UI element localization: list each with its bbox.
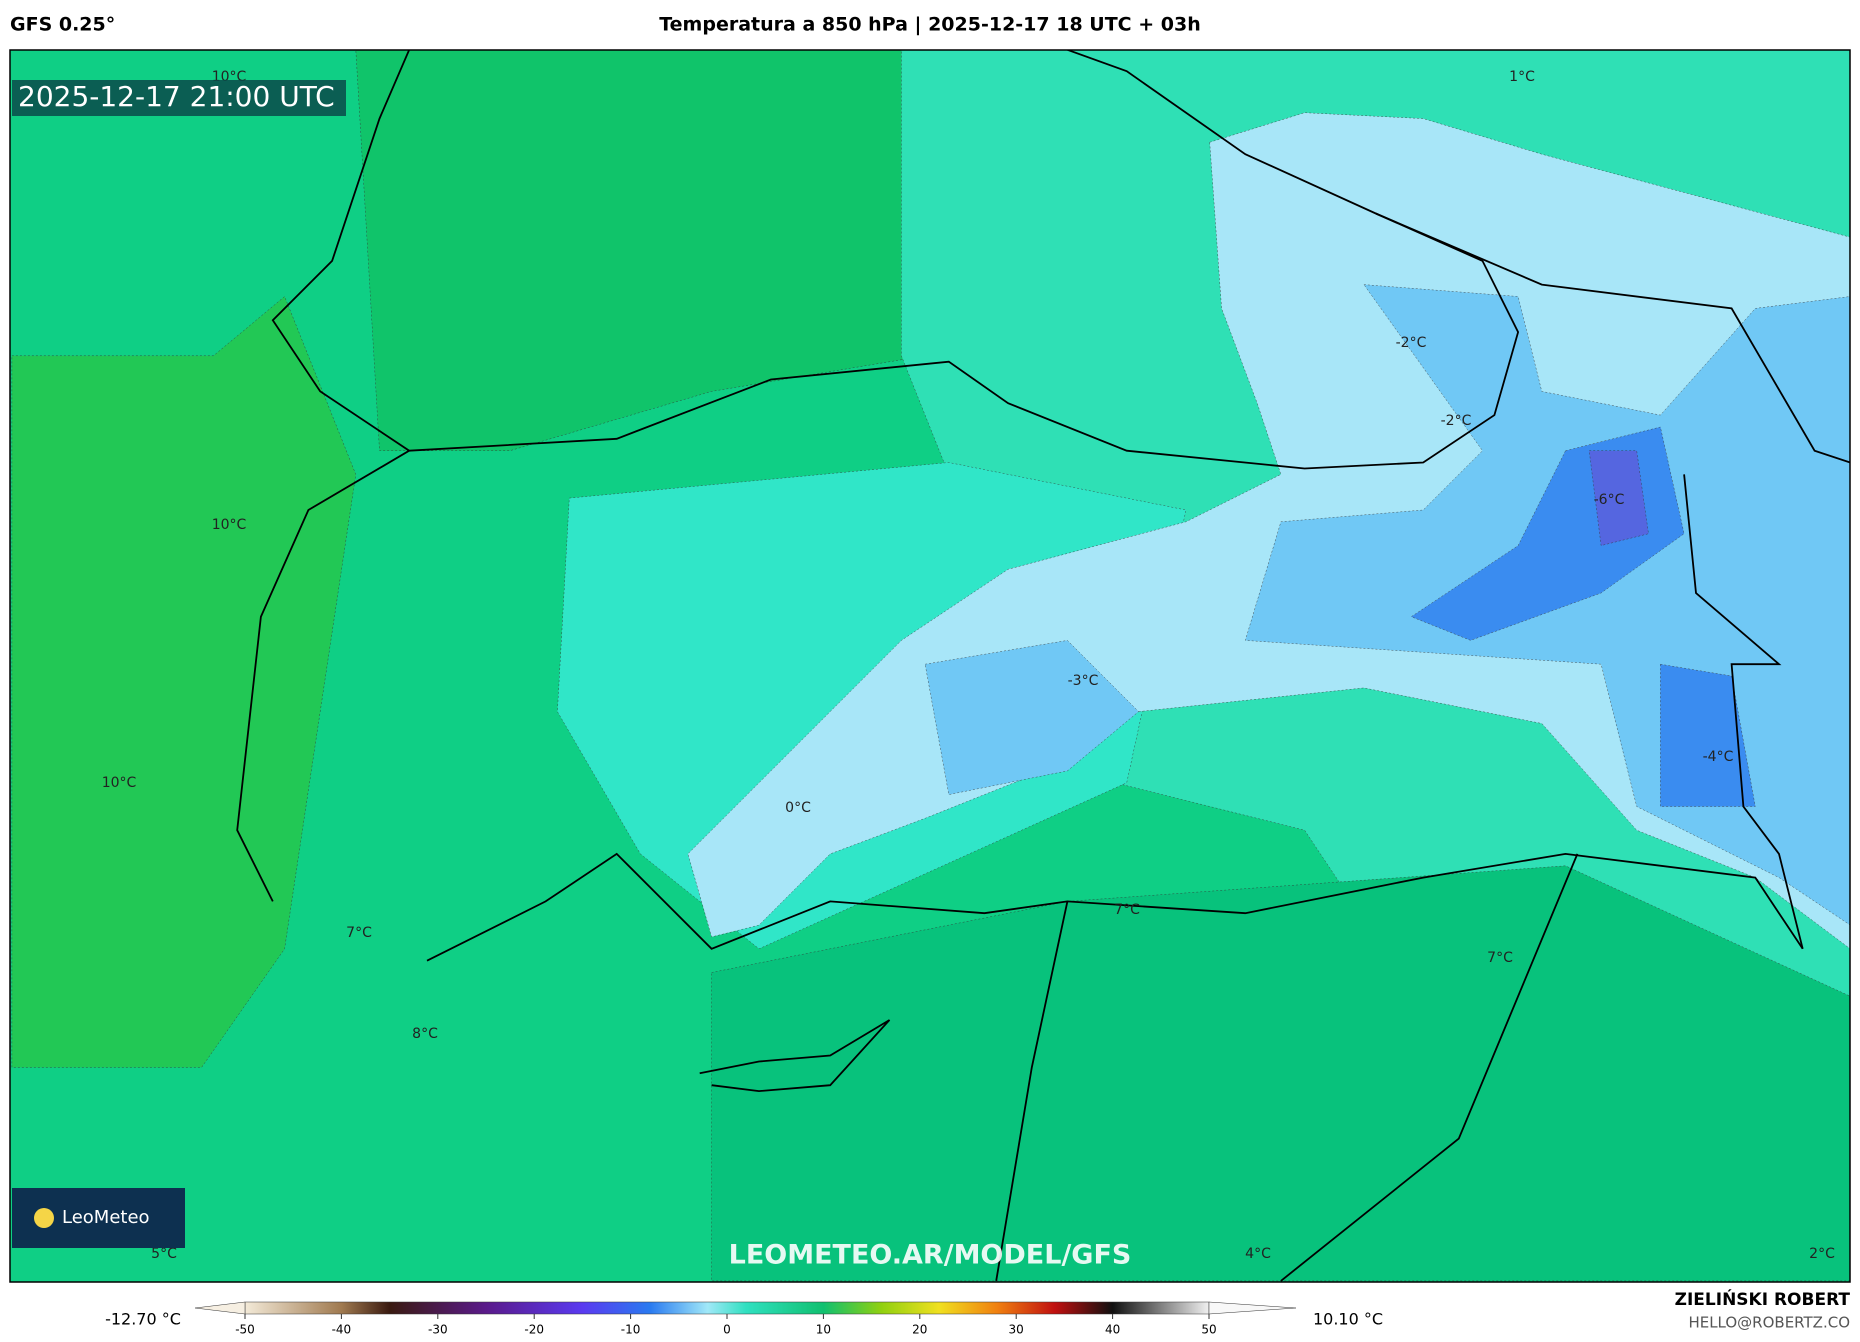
- colorbar-tick-label: 0: [723, 1323, 731, 1337]
- credit-name: ZIELIŃSKI ROBERT: [1675, 1288, 1851, 1310]
- colorbar-tick-label: 20: [912, 1323, 927, 1337]
- colorbar-tick-label: -10: [621, 1323, 641, 1337]
- border-line: [1280, 853, 1579, 1282]
- contour-label: 5°C: [151, 1246, 177, 1262]
- border-line: [995, 901, 1069, 1282]
- contour-label: 1°C: [1509, 69, 1535, 85]
- credit-email: HELLO@ROBERTZ.CO: [1688, 1314, 1850, 1332]
- colorbar-tick-label: 10: [816, 1323, 831, 1337]
- border-line: [699, 1019, 891, 1093]
- colorbar-tick-label: 50: [1201, 1323, 1216, 1337]
- border-line: [1375, 212, 1850, 464]
- map-title: Temperatura a 850 hPa | 2025-12-17 18 UT…: [659, 14, 1201, 36]
- colorbar-low-arrow: [194, 1301, 246, 1315]
- contour-label: 7°C: [1114, 902, 1140, 918]
- contour-label: 4°C: [1245, 1246, 1271, 1262]
- temperature-area: [355, 50, 926, 451]
- temperature-area: [1588, 450, 1649, 546]
- contour-label: -2°C: [1396, 335, 1427, 351]
- map-area: 10°C10°C10°C7°C8°C5°C1°C-2°C-2°C-6°C-3°C…: [10, 50, 1850, 1282]
- colorbar-tick-label: 40: [1105, 1323, 1120, 1337]
- colorbar-tick-label: -40: [332, 1323, 352, 1337]
- watermark: LEOMETEO.AR/MODEL/GFS: [729, 1240, 1132, 1271]
- contour-label: -4°C: [1703, 749, 1734, 765]
- contour-label: 7°C: [1487, 950, 1513, 966]
- colorbar-tick-label: -20: [524, 1323, 544, 1337]
- contour-label: 7°C: [346, 925, 372, 941]
- temperature-area: [711, 865, 1850, 1282]
- colorbar-tick-label: 30: [1009, 1323, 1024, 1337]
- contour-label: -3°C: [1068, 673, 1099, 689]
- border-line: [236, 50, 411, 902]
- contour-label: 0°C: [785, 800, 811, 816]
- contour-label: -2°C: [1441, 413, 1472, 429]
- contour-label: -6°C: [1594, 492, 1625, 508]
- contour-label: 2°C: [1809, 1246, 1835, 1262]
- timestamp: 2025-12-17 21:00 UTC: [18, 80, 335, 113]
- timestamp-box: [12, 80, 346, 116]
- logo-sun: [34, 1208, 54, 1228]
- model-label: GFS 0.25°: [10, 14, 115, 36]
- border-line: [1683, 474, 1804, 950]
- temperature-area: [924, 640, 1139, 795]
- colorbar-min: -12.70 °C: [105, 1310, 181, 1329]
- contour-label: 10°C: [212, 517, 247, 533]
- map-frame: [9, 49, 1851, 1283]
- logo-text: LeoMeteo: [62, 1207, 150, 1228]
- border-line: [409, 50, 1520, 470]
- contour-label: 8°C: [412, 1026, 438, 1042]
- colorbar-high-arrow: [1208, 1301, 1297, 1315]
- colorbar-max: 10.10 °C: [1313, 1310, 1383, 1329]
- colorbar-tick-label: -50: [235, 1323, 255, 1337]
- contour-label: 10°C: [102, 775, 137, 791]
- temperature-area: [11, 296, 357, 1068]
- temperature-area: [1660, 663, 1756, 807]
- border-line: [426, 852, 1804, 962]
- colorbar-tick-label: -30: [428, 1323, 448, 1337]
- colorbar: [244, 1301, 1210, 1315]
